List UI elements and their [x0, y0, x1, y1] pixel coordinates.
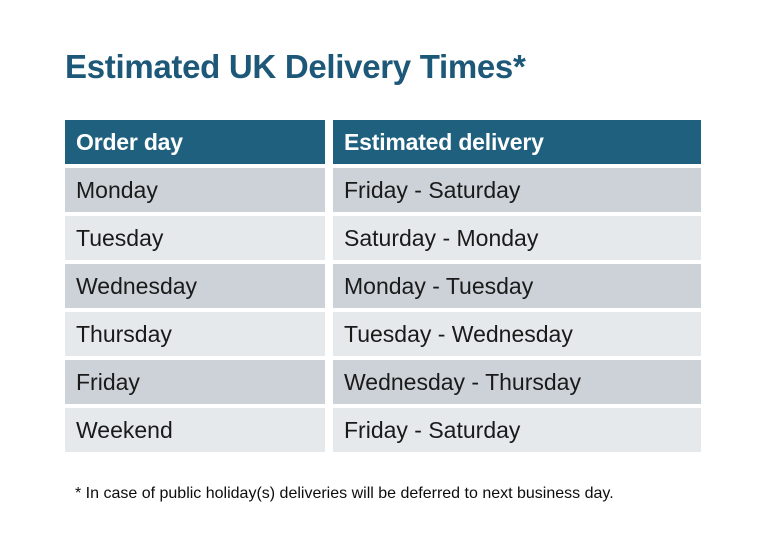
- cell-delivery-weekend: Friday - Saturday: [333, 408, 701, 452]
- cell-delivery-tuesday: Saturday - Monday: [333, 216, 701, 260]
- cell-delivery-friday: Wednesday - Thursday: [333, 360, 701, 404]
- delivery-times-table: Order day Estimated delivery Monday Frid…: [65, 120, 701, 452]
- cell-order-day-thursday: Thursday: [65, 312, 325, 356]
- page-title: Estimated UK Delivery Times*: [65, 48, 526, 85]
- cell-order-day-monday: Monday: [65, 168, 325, 212]
- cell-order-day-wednesday: Wednesday: [65, 264, 325, 308]
- column-header-order-day: Order day: [65, 120, 325, 164]
- cell-order-day-friday: Friday: [65, 360, 325, 404]
- column-header-estimated-delivery: Estimated delivery: [333, 120, 701, 164]
- cell-delivery-thursday: Tuesday - Wednesday: [333, 312, 701, 356]
- cell-order-day-weekend: Weekend: [65, 408, 325, 452]
- cell-delivery-monday: Friday - Saturday: [333, 168, 701, 212]
- cell-order-day-tuesday: Tuesday: [65, 216, 325, 260]
- cell-delivery-wednesday: Monday - Tuesday: [333, 264, 701, 308]
- public-holiday-footnote: * In case of public holiday(s) deliverie…: [75, 485, 614, 502]
